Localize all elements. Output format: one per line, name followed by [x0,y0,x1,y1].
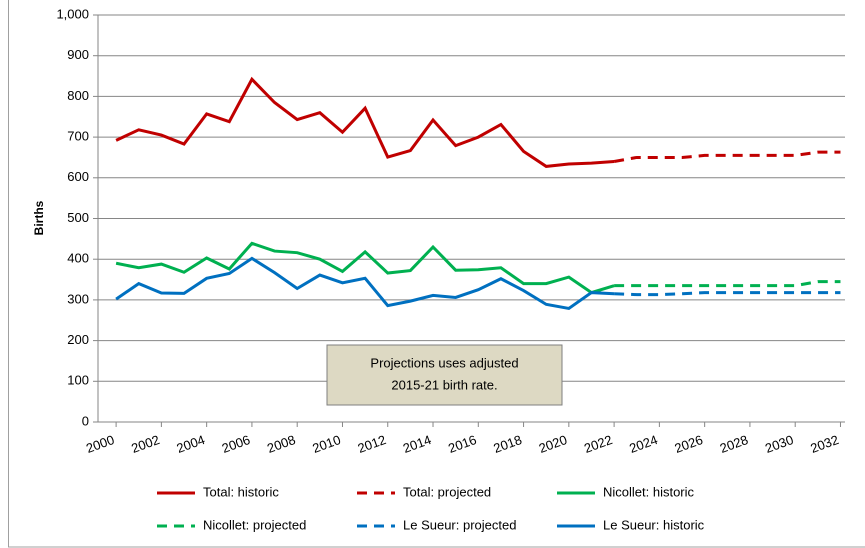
y-tick-label: 700 [67,129,89,144]
y-tick-label: 500 [67,210,89,225]
series-line [613,150,841,163]
y-axis-label: Births [32,200,46,235]
x-tick-label: 2022 [582,432,614,456]
x-tick-label: 2006 [220,432,252,456]
x-tick-label: 2020 [537,432,569,456]
chart-frame [8,0,865,548]
x-tick-label: 2002 [129,432,161,456]
x-tick-label: 2018 [491,432,523,456]
x-tick-label: 2030 [763,432,795,456]
x-tick-label: 2026 [673,432,705,456]
series-line [614,291,841,297]
x-tick-label: 2008 [265,432,297,456]
annotation-box [326,344,563,406]
x-tick-label: 2016 [446,432,478,456]
y-tick-label: 400 [67,251,89,266]
annotation-text: 2015-21 birth rate. [391,377,497,392]
x-tick-label: 2010 [310,432,342,456]
legend-label: Le Sueur: projected [403,517,516,532]
y-tick-label: 800 [67,88,89,103]
annotation-text: Projections uses adjusted [370,355,518,370]
series-line [115,76,615,168]
y-tick-label: 100 [67,373,89,388]
y-tick-label: 200 [67,332,89,347]
x-tick-label: 2032 [808,432,840,456]
annotation: Projections uses adjusted 2015-21 birth r… [326,344,563,406]
x-tick-label: 2014 [401,432,433,456]
x-tick-label: 2024 [627,432,659,456]
y-tick-label: 0 [82,413,89,428]
legend-label: Nicollet: projected [203,517,306,532]
x-tick-label: 2000 [84,432,116,456]
y-tick-label: 300 [67,291,89,306]
legend-label: Total: historic [203,484,279,499]
series-line [115,256,615,311]
legend-label: Nicollet: historic [603,484,695,499]
y-tick-label: 600 [67,169,89,184]
legend-label: Le Sueur: historic [603,517,705,532]
x-tick-label: 2004 [175,432,207,456]
y-tick-label: 900 [67,47,89,62]
series-line [614,280,841,288]
y-tick-label: 1,000 [56,6,89,21]
x-tick-label: 2012 [356,432,388,456]
legend-label: Total: projected [403,484,491,499]
x-tick-label: 2028 [718,432,750,456]
series-line [115,241,615,295]
